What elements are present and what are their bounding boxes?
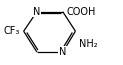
Text: N: N	[59, 47, 66, 57]
Text: NH₂: NH₂	[79, 39, 98, 49]
Text: COOH: COOH	[66, 7, 96, 17]
Text: CF₃: CF₃	[4, 26, 20, 36]
Text: N: N	[33, 7, 41, 17]
